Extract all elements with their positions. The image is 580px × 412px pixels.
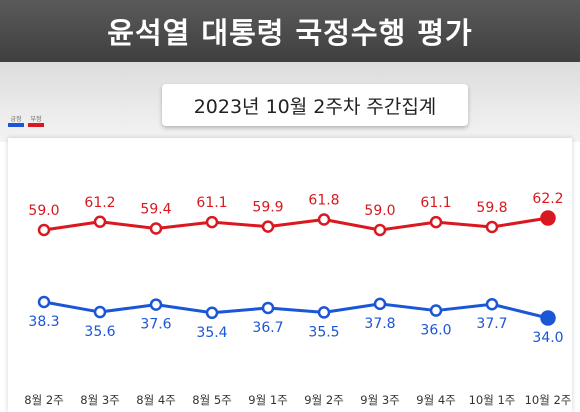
chart-legend: 긍정 부정	[8, 116, 44, 127]
chart-subtitle: 2023년 10월 2주차 주간집계	[193, 95, 437, 118]
data-label-positive: 36.7	[252, 320, 283, 336]
data-point-negative	[485, 220, 499, 234]
data-label-negative: 61.2	[84, 195, 115, 211]
data-label-negative: 59.4	[140, 202, 171, 218]
data-point-negative	[540, 210, 556, 226]
data-label-negative: 59.0	[364, 203, 395, 219]
legend-item-negative: 부정	[28, 116, 44, 127]
data-label-negative: 59.9	[252, 200, 283, 216]
data-point-negative	[205, 215, 219, 229]
data-point-negative	[261, 220, 275, 233]
x-tick-label: 9월 1주	[248, 393, 287, 407]
x-tick-label: 10월 1주	[469, 393, 516, 407]
data-label-positive: 35.5	[308, 324, 339, 340]
legend-label-positive: 긍정	[10, 116, 22, 123]
page-title: 윤석열 대통령 국정수행 평가	[107, 16, 473, 50]
data-label-negative: 61.8	[308, 193, 339, 209]
data-label-positive: 36.0	[420, 323, 451, 339]
data-point-negative	[317, 213, 331, 226]
x-tick-label: 9월 3주	[360, 393, 399, 407]
data-point-positive	[317, 306, 331, 319]
data-point-positive	[429, 304, 443, 317]
data-point-positive	[37, 295, 51, 309]
data-label-positive: 37.7	[476, 316, 507, 332]
legend-item-positive: 긍정	[8, 116, 24, 127]
chart-panel	[8, 138, 572, 412]
data-point-negative	[37, 223, 51, 237]
legend-swatch-negative	[28, 123, 44, 127]
data-point-positive	[485, 297, 499, 311]
x-tick-label: 8월 3주	[80, 393, 119, 407]
data-label-positive: 34.0	[532, 330, 563, 346]
data-point-positive	[93, 305, 107, 319]
data-label-negative: 59.8	[476, 200, 507, 216]
series-line-positive	[43, 300, 549, 320]
data-label-positive: 37.6	[140, 317, 171, 333]
legend-label-negative: 부정	[30, 116, 42, 123]
data-point-positive	[540, 310, 556, 326]
data-point-negative	[373, 223, 387, 237]
data-label-positive: 35.4	[196, 325, 227, 341]
data-point-positive	[373, 297, 387, 311]
data-point-positive	[149, 298, 163, 311]
series-line-negative	[43, 216, 549, 232]
x-tick-label: 8월 4주	[136, 393, 175, 407]
legend-swatch-positive	[8, 123, 24, 127]
data-label-negative: 61.1	[420, 195, 451, 211]
x-tick-label: 8월 5주	[192, 393, 231, 407]
data-point-positive	[261, 301, 275, 315]
data-label-positive: 35.6	[84, 324, 115, 340]
data-label-positive: 37.8	[364, 316, 395, 332]
subtitle-box: 2023년 10월 2주차 주간집계	[162, 84, 468, 126]
data-point-negative	[93, 215, 107, 228]
header-banner: 윤석열 대통령 국정수행 평가	[0, 0, 580, 62]
data-label-negative: 61.1	[196, 195, 227, 211]
data-point-positive	[205, 306, 219, 320]
x-tick-label: 8월 2주	[24, 393, 63, 407]
data-label-negative: 59.0	[28, 203, 59, 219]
data-label-positive: 38.3	[28, 314, 59, 330]
x-tick-label: 9월 2주	[304, 393, 343, 407]
data-point-negative	[149, 222, 163, 235]
x-tick-label: 9월 4주	[416, 393, 455, 407]
data-point-negative	[429, 215, 443, 229]
data-label-negative: 62.2	[532, 191, 563, 207]
x-tick-label: 10월 2주	[525, 393, 572, 407]
